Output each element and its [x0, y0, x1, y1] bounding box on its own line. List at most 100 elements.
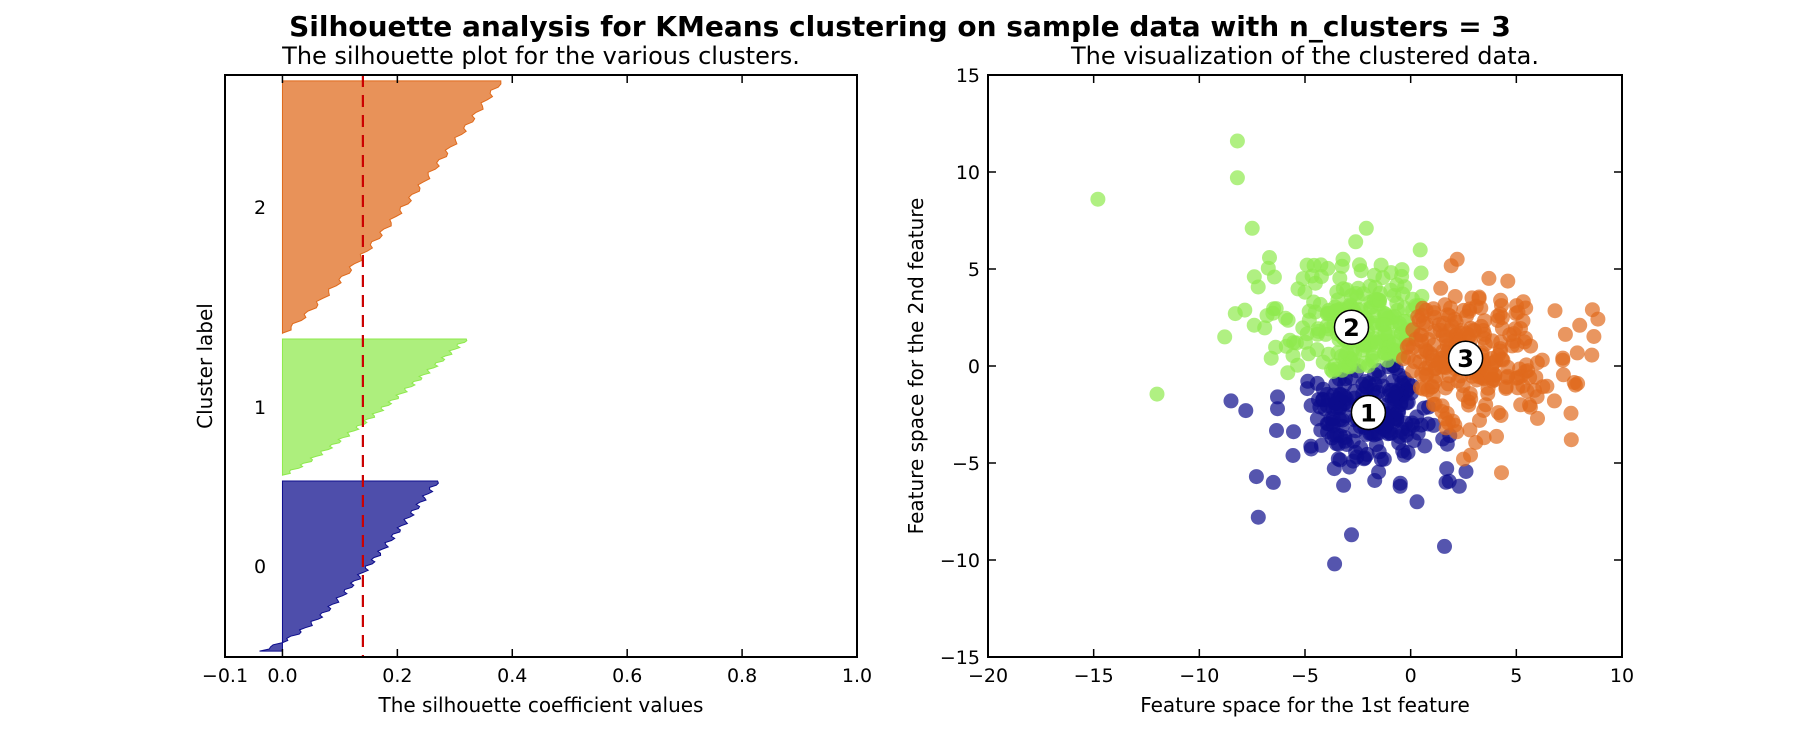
scatter-point-cluster-2 — [1262, 250, 1277, 265]
silhouette-title: The silhouette plot for the various clus… — [281, 42, 800, 70]
scatter-point-cluster-3 — [1530, 410, 1545, 426]
scatter-x-axis-label: Feature space for the 1st feature — [1140, 693, 1470, 717]
scatter-point-cluster-2 — [1370, 292, 1385, 308]
scatter-point-cluster-1 — [1270, 389, 1285, 405]
scatter-x-tick-label: −15 — [1074, 665, 1114, 687]
scatter-point-cluster-1 — [1399, 395, 1414, 411]
scatter-point-cluster-2 — [1280, 312, 1296, 328]
silhouette-x-tick-label: −0.1 — [202, 665, 248, 687]
scatter-point-cluster-1 — [1437, 538, 1452, 554]
scatter-point-cluster-1 — [1388, 385, 1404, 401]
scatter-point-cluster-2 — [1394, 262, 1410, 278]
scatter-point-cluster-2 — [1345, 352, 1361, 368]
scatter-y-tick-label: −15 — [940, 647, 980, 669]
scatter-point-cluster-2 — [1389, 295, 1405, 311]
scatter-x-tick-label: 10 — [1610, 665, 1634, 687]
scatter-point-cluster-2 — [1412, 242, 1428, 258]
scatter-point-cluster-2 — [1278, 338, 1294, 354]
scatter-point-cluster-3 — [1570, 376, 1586, 391]
scatter-point-cluster-2 — [1413, 265, 1429, 281]
silhouette-x-tick-label: 0.6 — [612, 665, 642, 687]
scatter-point-cluster-1 — [1265, 474, 1281, 490]
scatter-point-cluster-2 — [1297, 284, 1313, 300]
scatter-point-cluster-2 — [1290, 357, 1306, 373]
scatter-point-cluster-2 — [1295, 271, 1311, 287]
silhouette-cluster-label: 2 — [254, 197, 266, 219]
scatter-point-cluster-3 — [1527, 382, 1542, 398]
scatter-point-cluster-3 — [1500, 273, 1516, 289]
scatter-point-cluster-3 — [1557, 326, 1573, 342]
scatter-point-cluster-3 — [1490, 405, 1506, 421]
scatter-point-cluster-3 — [1569, 345, 1585, 361]
silhouette-plot: The silhouette plot for the various clus… — [193, 42, 872, 717]
scatter-point-cluster-3 — [1449, 424, 1465, 440]
scatter-point-cluster-3 — [1415, 300, 1431, 316]
scatter-point-cluster-3 — [1472, 412, 1487, 428]
scatter-point-cluster-2 — [1259, 308, 1275, 324]
scatter-point-cluster-3 — [1478, 397, 1494, 413]
scatter-point-cluster-3 — [1427, 361, 1443, 377]
cluster-center-marker — [1447, 340, 1484, 376]
scatter-point-cluster-2 — [1383, 282, 1399, 298]
silhouette-x-tick-label: 0.8 — [727, 665, 757, 687]
silhouette-x-tick-label: 0.4 — [497, 665, 527, 687]
scatter-point-cluster-1 — [1327, 556, 1343, 572]
scatter-point-cluster-2 — [1327, 358, 1343, 373]
scatter-point-cluster-3 — [1433, 280, 1449, 296]
scatter-point-cluster-2 — [1297, 334, 1313, 350]
scatter-point-cluster-3 — [1493, 334, 1509, 350]
figure-suptitle: Silhouette analysis for KMeans clusterin… — [289, 10, 1511, 43]
scatter-point-cluster-3 — [1518, 357, 1534, 373]
scatter-y-tick-label: 15 — [956, 65, 980, 87]
scatter-point-cluster-2 — [1392, 316, 1407, 331]
scatter-point-cluster-1 — [1356, 451, 1372, 467]
scatter-point-cluster-2 — [1307, 275, 1323, 291]
scatter-point-cluster-2 — [1348, 234, 1364, 250]
scatter-point-cluster-2 — [1358, 220, 1374, 236]
cluster-center-marker — [1333, 309, 1370, 345]
scatter-point-cluster-2 — [1266, 269, 1282, 285]
scatter-point-cluster-1 — [1223, 393, 1239, 409]
scatter-point-cluster-2 — [1375, 270, 1391, 286]
scatter-point-cluster-3 — [1529, 355, 1545, 371]
silhouette-cluster-label: 0 — [254, 556, 266, 578]
silhouette-x-tick-label: 1.0 — [842, 665, 872, 687]
scatter-point-cluster-1 — [1328, 376, 1344, 392]
silhouette-cluster-2-fill — [281, 80, 502, 335]
scatter-point-cluster-3 — [1518, 300, 1534, 316]
silhouette-cluster-1-fill — [281, 338, 468, 476]
scatter-point-cluster-2 — [1365, 353, 1381, 369]
scatter-point-cluster-2 — [1353, 263, 1369, 279]
scatter-point-cluster-1 — [1336, 477, 1352, 493]
scatter-point-cluster-3 — [1563, 432, 1579, 448]
scatter-point-cluster-2 — [1414, 288, 1430, 304]
scatter-point-cluster-3 — [1476, 430, 1492, 446]
scatter-point-cluster-1 — [1238, 403, 1254, 419]
scatter-point-cluster-2 — [1320, 260, 1336, 276]
scatter-point-cluster-3 — [1456, 451, 1471, 467]
scatter-point-cluster-2 — [1244, 220, 1260, 236]
scatter-point-cluster-3 — [1434, 398, 1450, 414]
cluster-center-label: 1 — [1360, 400, 1377, 428]
scatter-point-cluster-2 — [1229, 170, 1245, 186]
scatter-point-cluster-2 — [1246, 317, 1262, 333]
cluster-center-label: 3 — [1457, 345, 1474, 373]
scatter-point-cluster-3 — [1481, 270, 1497, 286]
scatter-point-cluster-3 — [1477, 313, 1492, 329]
scatter-point-cluster-3 — [1572, 317, 1588, 333]
scatter-point-cluster-3 — [1471, 290, 1487, 306]
scatter-point-cluster-3 — [1539, 378, 1555, 394]
scatter-y-tick-label: −5 — [952, 453, 980, 475]
scatter-point-cluster-2 — [1217, 329, 1233, 345]
scatter-y-tick-label: −10 — [940, 550, 980, 572]
scatter-point-cluster-3 — [1547, 303, 1563, 319]
scatter-point-cluster-2 — [1377, 325, 1393, 341]
silhouette-axes-frame — [224, 74, 858, 658]
scatter-title: The visualization of the clustered data. — [1070, 42, 1539, 70]
scatter-point-cluster-3 — [1414, 333, 1429, 349]
scatter-point-cluster-1 — [1344, 527, 1359, 543]
scatter-point-cluster-1 — [1395, 443, 1411, 459]
scatter-point-cluster-3 — [1427, 374, 1443, 390]
scatter-point-cluster-2 — [1310, 321, 1326, 337]
